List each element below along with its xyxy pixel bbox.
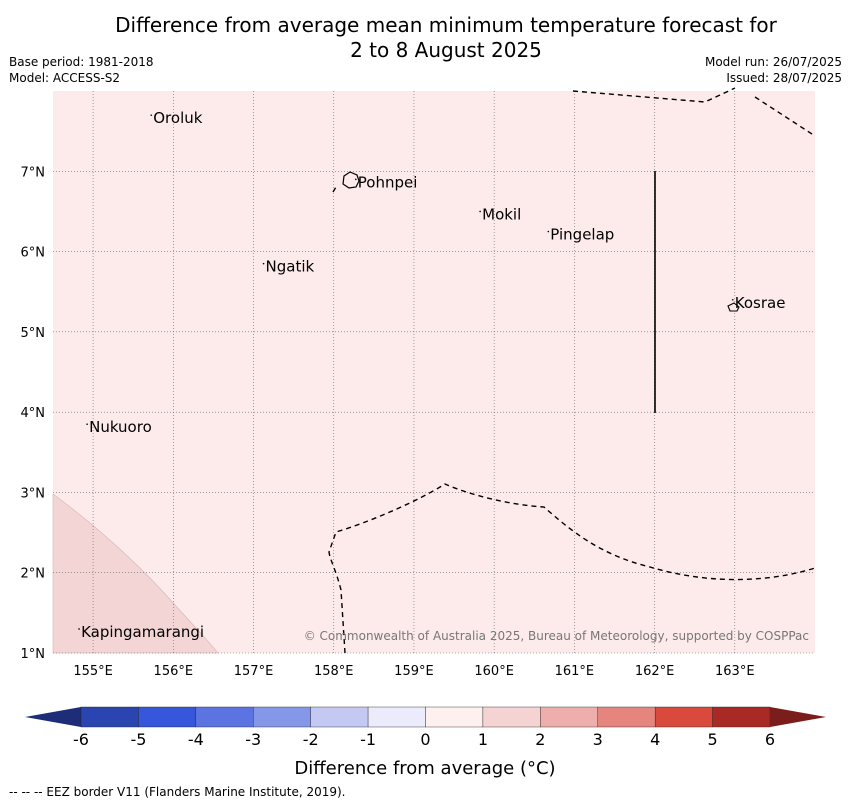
colorbar-tick-label: 3 <box>593 730 603 749</box>
eez-border-north <box>572 87 736 103</box>
footer-note: -- -- -- EEZ border V11 (Flanders Marine… <box>9 785 346 799</box>
colorbar-segment <box>80 706 139 728</box>
kosrae-island <box>727 302 740 312</box>
colorbar-tick-label: 5 <box>707 730 717 749</box>
colorbar-tick-label: 0 <box>420 730 430 749</box>
place-label-oroluk: Oroluk <box>153 109 202 127</box>
lon-tick-label: 157°E <box>234 664 274 679</box>
lon-tick-label: 162°E <box>635 664 675 679</box>
colorbar-tick-label: -5 <box>130 730 146 749</box>
lat-tick-label: 4°N <box>21 406 46 421</box>
place-marker <box>547 230 550 233</box>
lon-tick-label: 156°E <box>154 664 194 679</box>
colorbar-segment <box>654 706 713 728</box>
colorbar-label: Difference from average (°C) <box>294 758 555 779</box>
place-label-ngatik: Ngatik <box>266 258 315 276</box>
colorbar-tick-label: 4 <box>650 730 660 749</box>
place-marker <box>262 262 265 265</box>
place-label-nukuoro: Nukuoro <box>89 418 152 436</box>
eez-border-south <box>328 483 816 654</box>
colorbar-tick-label: -6 <box>73 730 89 749</box>
title-line-2: 2 to 8 August 2025 <box>350 38 542 62</box>
meta-left: Base period: 1981-2018 Model: ACCESS-S2 <box>9 54 154 86</box>
model-name: Model: ACCESS-S2 <box>9 71 121 85</box>
colorbar-under-arrow <box>25 707 81 727</box>
copyright-notice: © Commonwealth of Australia 2025, Bureau… <box>304 629 809 643</box>
colorbar-segment <box>195 706 254 728</box>
lon-tick-label: 161°E <box>555 664 595 679</box>
lat-tick-label: 6°N <box>21 246 46 261</box>
eez-border-northeast <box>754 96 813 135</box>
model-run: Model run: 26/07/2025 <box>704 55 842 69</box>
pohnpei-island <box>342 171 360 189</box>
issued-date: Issued: 28/07/2025 <box>726 71 842 85</box>
anomaly-patch <box>52 493 219 654</box>
base-period: Base period: 1981-2018 <box>9 55 154 69</box>
map-title: Difference from average mean minimum tem… <box>0 13 850 63</box>
colorbar-tick-label: 6 <box>765 730 775 749</box>
lon-tick-label: 155°E <box>73 664 113 679</box>
lat-tick-label: 1°N <box>21 647 46 662</box>
lat-tick-label: 3°N <box>21 486 46 501</box>
place-marker <box>86 423 88 426</box>
lat-tick-label: 7°N <box>21 165 46 180</box>
colorbar-segment <box>310 706 369 728</box>
place-marker <box>150 114 153 116</box>
title-line-1: Difference from average mean minimum tem… <box>115 13 777 37</box>
eez-border-fragment <box>332 186 337 193</box>
colorbar-tick-label: -3 <box>245 730 261 749</box>
colorbar-segment <box>540 706 598 728</box>
eez-borders <box>328 87 816 654</box>
colorbar-tick-label: 1 <box>478 730 488 749</box>
place-label-mokil: Mokil <box>482 205 521 223</box>
lon-tick-label: 160°E <box>474 664 514 679</box>
colorbar-over-arrow <box>770 707 826 727</box>
place-marker <box>355 178 357 181</box>
meta-right: Model run: 26/07/2025 Issued: 28/07/2025 <box>705 54 842 86</box>
colorbar-segment <box>138 706 197 728</box>
place-label-pohnpei: Pohnpei <box>358 173 418 191</box>
colorbar-segment <box>712 706 771 728</box>
colorbar: -6 -5 -4 -3 -2 -1 0 1 2 3 4 5 6 <box>25 706 826 749</box>
graticule <box>53 91 815 654</box>
colorbar-tick-label: 2 <box>535 730 545 749</box>
colorbar-segment <box>482 706 541 728</box>
colorbar-tick-label: -4 <box>188 730 204 749</box>
lon-tick-label: 163°E <box>715 664 755 679</box>
lon-tick-label: 158°E <box>314 664 354 679</box>
place-label-pingelap: Pingelap <box>550 226 614 244</box>
place-label-kosrae: Kosrae <box>735 294 786 312</box>
map-background <box>53 91 815 653</box>
colorbar-tick-label: -1 <box>360 730 376 749</box>
colorbar-segment <box>425 706 484 728</box>
place-label-kapingamarangi: Kapingamarangi <box>81 623 204 641</box>
place-labels: Oroluk Pohnpei Mokil Pingelap Ngatik Kosrae Nu… <box>78 109 785 641</box>
place-marker <box>731 298 734 301</box>
axis-tick-labels: 155°E 156°E 157°E 158°E 159°E 160°E 161°E 162°E… <box>21 165 755 679</box>
colorbar-segment <box>253 706 311 728</box>
lat-tick-label: 5°N <box>21 326 46 341</box>
colorbar-segment <box>597 706 656 728</box>
colorbar-segment <box>367 706 426 728</box>
lon-tick-label: 159°E <box>394 664 434 679</box>
place-marker <box>479 210 481 213</box>
place-marker <box>78 628 80 630</box>
lat-tick-label: 2°N <box>21 567 46 582</box>
colorbar-tick-label: -2 <box>303 730 319 749</box>
